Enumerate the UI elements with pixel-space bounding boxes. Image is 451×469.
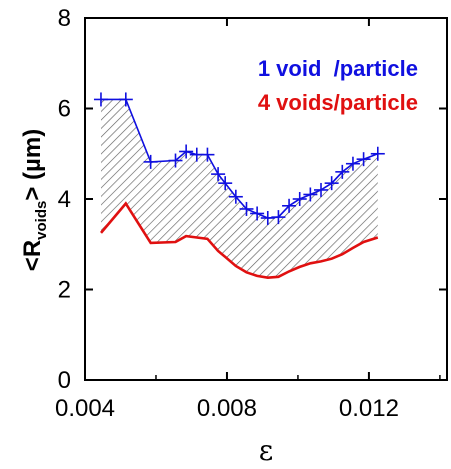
series-0-point-10 bbox=[239, 201, 254, 216]
series-0-point-7 bbox=[211, 167, 226, 182]
shaded-region bbox=[101, 99, 378, 278]
y-tick-label-0: 0 bbox=[58, 367, 71, 394]
series-0-point-2 bbox=[143, 154, 158, 169]
series-0-point-9 bbox=[228, 189, 243, 204]
series-0-point-4 bbox=[179, 144, 194, 159]
x-tick-label-0: 0.004 bbox=[55, 395, 115, 422]
series-line-1 bbox=[100, 201, 379, 280]
series-0-point-22 bbox=[370, 146, 385, 161]
y-axis-title-suffix: > (µm) bbox=[19, 129, 46, 201]
svg-text:<Rvoids> (µm): <Rvoids> (µm) bbox=[19, 129, 50, 271]
y-axis-title: <Rvoids> (µm) bbox=[19, 129, 50, 271]
series-0-point-20 bbox=[345, 156, 360, 171]
series-0-point-21 bbox=[356, 152, 371, 167]
x-tick-label-1: 0.008 bbox=[197, 395, 257, 422]
series-0-point-14 bbox=[282, 198, 297, 213]
series-0-point-3 bbox=[168, 153, 183, 168]
series-0-point-1 bbox=[118, 92, 133, 107]
y-tick-label-4: 8 bbox=[58, 5, 71, 32]
series-0-point-15 bbox=[292, 192, 307, 206]
legend-label-1-void: 1 void /particle bbox=[258, 56, 418, 81]
y-tick-label-1: 2 bbox=[58, 277, 71, 304]
series-0-point-8 bbox=[218, 176, 233, 191]
series-0-point-13 bbox=[271, 210, 286, 225]
series-0-point-19 bbox=[335, 164, 350, 179]
series-layer bbox=[93, 92, 385, 280]
y-axis-title-prefix: <R bbox=[19, 240, 46, 271]
series-0-point-18 bbox=[324, 176, 339, 191]
series-0-point-17 bbox=[314, 182, 329, 197]
shaded-region-layer bbox=[101, 99, 378, 278]
x-axis-title: ε bbox=[259, 434, 274, 467]
y-axis-title-subscript: voids bbox=[33, 201, 50, 240]
series-0-point-0 bbox=[93, 92, 108, 107]
series-0-point-6 bbox=[200, 147, 215, 162]
series-0-point-12 bbox=[260, 211, 275, 226]
x-tick-label-2: 0.012 bbox=[339, 395, 399, 422]
series-0-point-16 bbox=[303, 187, 318, 202]
ticks-layer: 0 2 4 6 8 0.004 0.008 0.012 bbox=[55, 5, 447, 422]
legend-label-4-voids: 4 voids/particle bbox=[258, 90, 418, 115]
y-tick-label-3: 6 bbox=[58, 96, 71, 123]
y-tick-label-2: 4 bbox=[58, 186, 71, 213]
series-0-point-11 bbox=[250, 206, 265, 221]
